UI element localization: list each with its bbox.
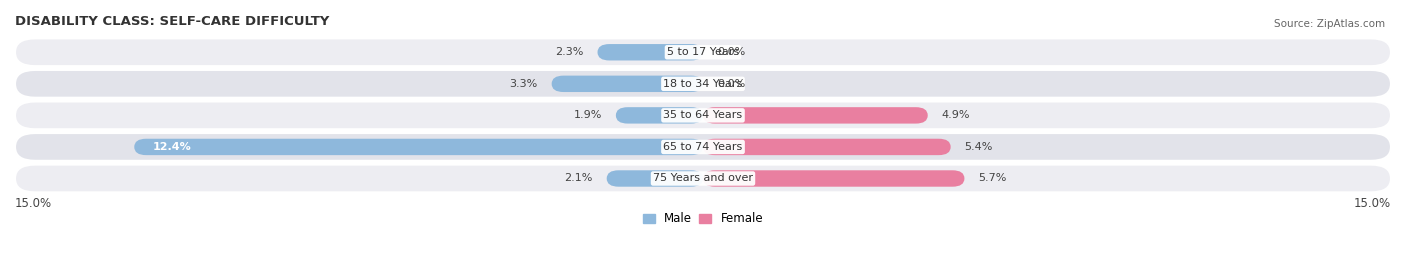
Legend: Male, Female: Male, Female xyxy=(641,210,765,228)
Text: 15.0%: 15.0% xyxy=(15,198,52,210)
Text: Source: ZipAtlas.com: Source: ZipAtlas.com xyxy=(1274,19,1385,29)
FancyBboxPatch shape xyxy=(15,70,1391,98)
Text: 2.3%: 2.3% xyxy=(555,47,583,57)
Text: 35 to 64 Years: 35 to 64 Years xyxy=(664,110,742,120)
Text: 5 to 17 Years: 5 to 17 Years xyxy=(666,47,740,57)
Text: 2.1%: 2.1% xyxy=(565,173,593,184)
FancyBboxPatch shape xyxy=(15,165,1391,192)
FancyBboxPatch shape xyxy=(15,133,1391,161)
Text: 3.3%: 3.3% xyxy=(509,79,538,89)
FancyBboxPatch shape xyxy=(15,38,1391,66)
Text: 1.9%: 1.9% xyxy=(574,110,602,120)
FancyBboxPatch shape xyxy=(15,102,1391,129)
FancyBboxPatch shape xyxy=(598,44,703,61)
Text: 75 Years and over: 75 Years and over xyxy=(652,173,754,184)
Text: 4.9%: 4.9% xyxy=(942,110,970,120)
Text: 65 to 74 Years: 65 to 74 Years xyxy=(664,142,742,152)
Text: 5.7%: 5.7% xyxy=(979,173,1007,184)
Text: 0.0%: 0.0% xyxy=(717,47,745,57)
FancyBboxPatch shape xyxy=(703,139,950,155)
FancyBboxPatch shape xyxy=(616,107,703,124)
Text: 18 to 34 Years: 18 to 34 Years xyxy=(664,79,742,89)
Text: 15.0%: 15.0% xyxy=(1354,198,1391,210)
FancyBboxPatch shape xyxy=(703,107,928,124)
FancyBboxPatch shape xyxy=(134,139,703,155)
FancyBboxPatch shape xyxy=(606,170,703,187)
Text: 0.0%: 0.0% xyxy=(717,79,745,89)
Text: 5.4%: 5.4% xyxy=(965,142,993,152)
FancyBboxPatch shape xyxy=(551,76,703,92)
Text: 12.4%: 12.4% xyxy=(153,142,191,152)
FancyBboxPatch shape xyxy=(703,170,965,187)
Text: DISABILITY CLASS: SELF-CARE DIFFICULTY: DISABILITY CLASS: SELF-CARE DIFFICULTY xyxy=(15,15,329,28)
